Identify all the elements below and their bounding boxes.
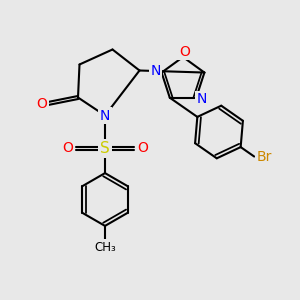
Text: O: O — [36, 97, 47, 110]
Text: S: S — [100, 141, 110, 156]
Text: O: O — [62, 142, 73, 155]
Text: N: N — [150, 64, 161, 78]
Text: CH₃: CH₃ — [94, 241, 116, 254]
Text: N: N — [197, 92, 207, 106]
Text: O: O — [179, 45, 190, 58]
Text: N: N — [100, 109, 110, 122]
Text: O: O — [137, 142, 148, 155]
Text: Br: Br — [257, 149, 272, 164]
